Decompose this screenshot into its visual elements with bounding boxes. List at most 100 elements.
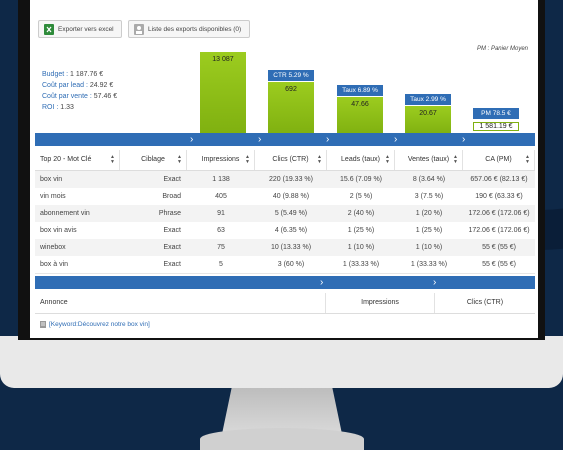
table-cell: 15.6 (7.09 %)	[339, 176, 383, 183]
header-cell: Clics (CTR)	[466, 299, 504, 306]
table-cell: 190 € (63.33 €)	[475, 193, 523, 200]
table-cell: 4 (6.35 %)	[274, 227, 308, 234]
sort-icon[interactable]: ▲ ▼	[525, 154, 530, 165]
sort-icon[interactable]: ▲ ▼	[453, 154, 458, 165]
table-cell: 2 (5 %)	[349, 193, 373, 200]
header-cell: Impressions ▲ ▼	[187, 150, 255, 170]
table-cell: 1 (33.33 %)	[342, 261, 380, 268]
table-row: box à vin Exact 5 3 (60 %) 1 (33.33 %) 1 (33.…	[35, 256, 535, 274]
table-row: abonnement vin Phrase 91 5 (5.49 %) 2 (40 %)…	[35, 205, 535, 223]
table-row: box vin avis Exact 63 4 (6.35 %) 1 (25 %) 1 (…	[35, 222, 535, 240]
sort-icon[interactable]: ▲ ▼	[110, 154, 115, 165]
summary-label: Budget :	[42, 71, 69, 78]
funnel-bar: 692	[268, 82, 314, 135]
table-cell: 1 (10 %)	[347, 244, 375, 251]
ad-link[interactable]: [Keyword:Découvrez notre box vin]	[40, 321, 150, 328]
table-cell: vin mois	[40, 193, 66, 200]
table-cell: 220 (19.33 %)	[269, 176, 313, 183]
table-row: vin mois Broad 405 40 (9.88 %) 2 (5 %) 3 (7.5…	[35, 188, 535, 206]
table-header: Top 20 - Mot Clé ▲ ▼ Ciblage ▲ ▼ Impressions ▲ ▼…	[35, 150, 535, 171]
summary-label: Coût par vente :	[42, 93, 92, 100]
export-excel-button[interactable]: Exporter vers excel	[38, 20, 122, 38]
funnel-value: 1 581.19 €	[473, 122, 519, 131]
table-cell: 2 (40 %)	[347, 210, 375, 217]
funnel-value: 47.66	[351, 101, 369, 108]
table-cell: 1 (20 %)	[415, 210, 443, 217]
sort-icon[interactable]: ▲ ▼	[385, 154, 390, 165]
table-row: winebox Exact 75 10 (13.33 %) 1 (10 %) 1 (10 …	[35, 239, 535, 257]
link-text: [Keyword:Découvrez notre box vin]	[49, 321, 150, 328]
table-cell: Exact	[163, 176, 181, 183]
table-cell: box vin	[40, 176, 63, 183]
table-cell: 63	[217, 227, 225, 234]
funnel-rate: Taux 6.89 %	[337, 85, 383, 96]
header-cell: Annonce	[40, 299, 68, 306]
monitor-chin	[0, 336, 563, 388]
sort-icon[interactable]: ▲ ▼	[245, 154, 250, 165]
summary-label: ROI :	[42, 104, 59, 111]
summary-line: ROI : 1.33	[42, 104, 74, 111]
funnel-rate: Taux 2.99 %	[405, 94, 451, 105]
table-cell: 10 (13.33 %)	[270, 244, 312, 251]
table-cell: 405	[215, 193, 227, 200]
table-cell: box à vin	[40, 261, 69, 268]
summary-label: Coût par lead :	[42, 82, 88, 89]
summary-value: 24.92 €	[89, 82, 114, 89]
summary-value: 57.46 €	[93, 93, 118, 100]
table-cell: 1 138	[212, 176, 230, 183]
summary-value: 1 187.76 €	[70, 71, 104, 78]
doc-icon	[40, 321, 46, 328]
screen: Exporter vers excel Liste des exports di…	[30, 0, 538, 338]
table-cell: Exact	[163, 261, 181, 268]
table-cell: 1 (10 %)	[415, 244, 443, 251]
header-cell: Ciblage ▲ ▼	[120, 150, 187, 170]
export-list-button[interactable]: Liste des exports disponibles (0)	[128, 20, 250, 38]
table-cell: 172.06 € (172.06 €)	[468, 210, 530, 217]
button-label: Liste des exports disponibles (0)	[148, 25, 242, 33]
table-cell: Broad	[162, 193, 181, 200]
header-cell: Ventes (taux) ▲ ▼	[395, 150, 463, 170]
funnel-rate: CTR 5.29 %	[268, 70, 314, 81]
table-cell: 657.06 € (82.13 €)	[470, 176, 528, 183]
band: › › › › ›	[35, 133, 535, 146]
monitor-stand	[222, 388, 342, 434]
table-cell: winebox	[40, 244, 66, 251]
table-cell: 5 (5.49 %)	[274, 210, 308, 217]
summary-value: 1.33	[60, 104, 74, 111]
monitor-base	[200, 428, 364, 450]
table-cell: box vin avis	[40, 227, 77, 234]
header-cell: Top 20 - Mot Clé ▲ ▼	[35, 150, 120, 170]
header-cell: Leads (taux) ▲ ▼	[327, 150, 395, 170]
summary-line: Coût par lead : 24.92 €	[42, 82, 113, 89]
table-cell: 172.06 € (172.06 €)	[468, 227, 530, 234]
table-row: box vin Exact 1 138 220 (19.33 %) 15.6 (7.09…	[35, 171, 535, 189]
funnel-value: 13 087	[212, 56, 234, 63]
note: PM : Panier Moyen	[476, 46, 528, 52]
header-cell: Impressions	[325, 293, 435, 313]
header-cell: CA (PM) ▲ ▼	[463, 150, 535, 170]
table-cell: Exact	[163, 244, 181, 251]
sort-icon[interactable]: ▲ ▼	[177, 154, 182, 165]
list-icon	[134, 23, 144, 35]
funnel-rate: PM 78.5 €	[473, 108, 519, 119]
funnel-bar: 20.67	[405, 106, 451, 135]
table-cell: Exact	[163, 227, 181, 234]
button-label: Exporter vers excel	[58, 25, 114, 33]
funnel-bar: 13 087	[200, 52, 246, 135]
table-cell: 1 (25 %)	[415, 227, 443, 234]
excel-icon	[44, 23, 54, 35]
table-cell: 5	[219, 261, 223, 268]
band: › ›	[35, 276, 535, 289]
table-cell: 91	[217, 210, 225, 217]
sort-icon[interactable]: ▲ ▼	[317, 154, 322, 165]
table-cell: 1 (33.33 %)	[410, 261, 448, 268]
summary-line: Coût par vente : 57.46 €	[42, 93, 117, 100]
funnel-bar: 1 581.19 €	[473, 120, 519, 135]
table-cell: 3 (7.5 %)	[414, 193, 444, 200]
summary-line: Budget : 1 187.76 €	[42, 71, 103, 78]
table-cell: 40 (9.88 %)	[272, 193, 310, 200]
ads-table-header: Annonce Impressions Clics (CTR)	[35, 293, 535, 314]
funnel-bar: 47.66	[337, 97, 383, 135]
table-cell: 75	[217, 244, 225, 251]
